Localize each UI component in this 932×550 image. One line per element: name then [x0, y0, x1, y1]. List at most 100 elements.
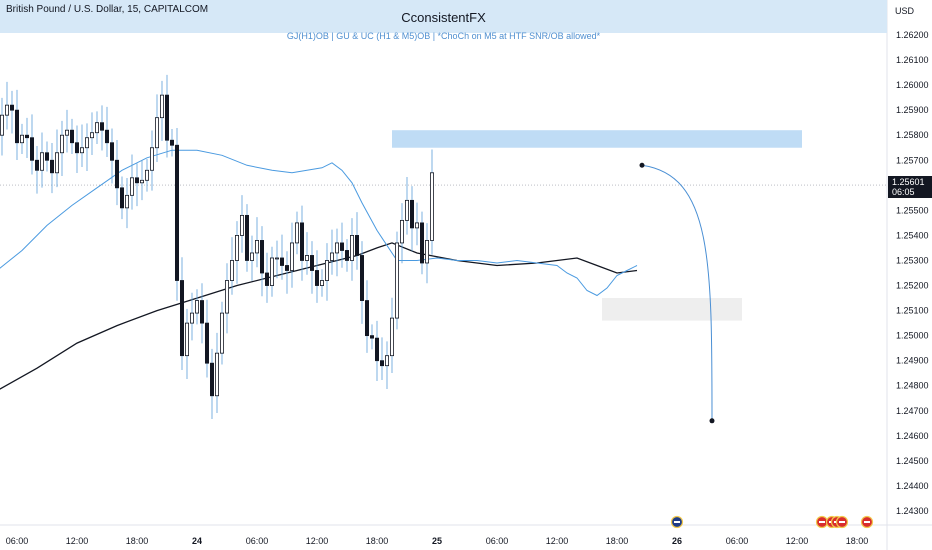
fast-moving-average — [0, 149, 638, 297]
candle-body — [204, 322, 209, 364]
eu-us-flag-icon — [860, 515, 874, 529]
candle-body — [279, 257, 284, 266]
candle-body — [55, 152, 60, 174]
projection-end-point — [709, 418, 715, 424]
candle-body — [199, 300, 204, 324]
y-tick-label: 1.24600 — [896, 431, 929, 441]
candle-body — [125, 194, 130, 209]
us-flag-icon — [835, 515, 849, 529]
candle-body — [169, 139, 174, 146]
candle-body — [269, 257, 274, 286]
candle-body — [174, 144, 179, 281]
candle-body — [50, 159, 55, 174]
x-tick-label: 18:00 — [846, 536, 869, 546]
candle-body — [110, 142, 115, 161]
candle-body — [429, 172, 434, 241]
candle-body — [379, 360, 384, 367]
candle-body — [419, 222, 424, 264]
projection-path — [641, 164, 713, 421]
y-tick-label: 1.25800 — [896, 130, 929, 140]
candle-body — [24, 134, 29, 139]
y-tick-label: 1.26000 — [896, 80, 929, 90]
candle-body — [369, 335, 374, 339]
candle-body — [224, 280, 229, 314]
candle-body — [115, 159, 120, 189]
candle-body — [80, 147, 85, 154]
candle-body — [65, 129, 70, 136]
candle-body — [394, 242, 399, 319]
candle-body — [129, 177, 134, 196]
candle-body — [0, 114, 4, 136]
currency-label[interactable]: USD — [895, 6, 915, 16]
x-tick-label: 06:00 — [246, 536, 269, 546]
candle-body — [319, 280, 324, 286]
x-tick-label: 18:00 — [366, 536, 389, 546]
y-tick-label: 1.25300 — [896, 255, 929, 265]
candle-body — [90, 132, 95, 139]
x-tick-label: 06:00 — [6, 536, 29, 546]
y-tick-label: 1.25900 — [896, 105, 929, 115]
candle-body — [164, 94, 169, 141]
x-tick-label: 18:00 — [606, 536, 629, 546]
demand-zone — [602, 298, 742, 321]
x-tick-label: 12:00 — [546, 536, 569, 546]
candle-body — [229, 260, 234, 281]
y-tick-label: 1.24900 — [896, 356, 929, 366]
last-price-value: 1.25601 — [892, 177, 925, 187]
candle-body — [409, 199, 414, 229]
candle-body — [399, 219, 404, 244]
candle-body — [134, 177, 139, 184]
x-tick-label: 06:00 — [486, 536, 509, 546]
candle-body — [234, 235, 239, 261]
y-tick-label: 1.25700 — [896, 155, 929, 165]
y-tick-label: 1.24800 — [896, 381, 929, 391]
y-tick-label: 1.24300 — [896, 506, 929, 516]
y-tick-label: 1.25100 — [896, 306, 929, 316]
candle-body — [414, 222, 419, 229]
supply-zone — [392, 130, 802, 148]
slow-moving-average — [0, 242, 638, 390]
uk-flag-icon — [670, 515, 684, 529]
candle-body — [244, 214, 249, 261]
candle-body — [29, 137, 34, 161]
x-tick-label: 26 — [672, 536, 682, 546]
candle-body — [384, 355, 389, 367]
banner-subtitle: GJ(H1)OB | GU & UC (H1 & M5)OB | *ChoCh … — [286, 31, 601, 41]
x-tick-label: 06:00 — [726, 536, 749, 546]
symbol-title[interactable]: British Pound / U.S. Dollar, 15, CAPITAL… — [6, 4, 209, 15]
candle-body — [19, 134, 24, 144]
candle-body — [120, 187, 125, 209]
candle-body — [159, 94, 164, 119]
last-price-label: 1.25601 06:05 — [888, 176, 932, 198]
candle-body — [85, 137, 90, 149]
candle-body — [5, 104, 10, 116]
candle-body — [179, 280, 184, 357]
bar-countdown: 06:05 — [892, 187, 915, 197]
candle-body — [95, 122, 100, 134]
candle-body — [334, 242, 339, 254]
candle-body — [249, 252, 254, 261]
candle-body — [239, 214, 244, 236]
x-tick-label: 12:00 — [306, 536, 329, 546]
candle-body — [339, 242, 344, 251]
candle-body — [289, 242, 294, 271]
candle-body — [75, 142, 80, 154]
candle-body — [299, 222, 304, 261]
x-tick-label: 25 — [432, 536, 442, 546]
candle-body — [374, 337, 379, 362]
x-tick-label: 24 — [192, 536, 202, 546]
candle-body — [389, 317, 394, 357]
candle-body — [184, 322, 189, 357]
candle-body — [284, 265, 289, 271]
banner-title: CconsistentFX — [401, 10, 486, 25]
y-tick-label: 1.25200 — [896, 281, 929, 291]
candle-body — [314, 270, 319, 286]
candle-body — [344, 250, 349, 261]
candle-body — [329, 252, 334, 261]
candle-body — [209, 362, 214, 397]
y-tick-label: 1.26200 — [896, 30, 929, 40]
candle-body — [70, 129, 75, 144]
projection-start-point — [639, 162, 645, 168]
y-tick-label: 1.25500 — [896, 205, 929, 215]
